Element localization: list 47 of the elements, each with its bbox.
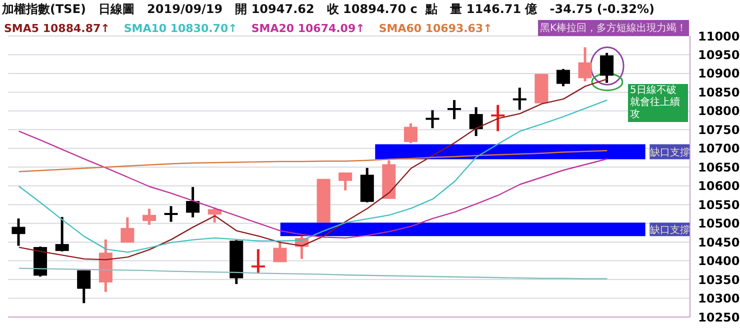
y-tick-label: 10400: [698, 254, 740, 268]
y-tick-label: 10800: [698, 104, 740, 118]
candlestick: [600, 52, 614, 84]
y-tick-label: 10300: [698, 292, 740, 306]
candlestick: [142, 207, 156, 226]
candlestick: [404, 122, 418, 144]
candlestick: [164, 204, 178, 224]
candlestick: [448, 98, 462, 120]
candlestick: [512, 86, 526, 112]
line-series: [18, 99, 608, 253]
y-tick-label: 11000: [698, 29, 740, 44]
y-tick-label: 10650: [698, 160, 740, 174]
candlestick: [55, 216, 69, 253]
y-tick-label: 10950: [698, 48, 740, 62]
text: SMA5 10884.87↑: [4, 22, 110, 35]
y-tick-label: 10750: [698, 122, 740, 137]
y-tick-label: 10700: [698, 142, 740, 156]
y-tick-label: 10600: [698, 179, 740, 194]
y-tick-label: 10450: [698, 235, 740, 250]
line-series: [18, 150, 608, 172]
candlestick: [251, 248, 265, 274]
line-series: [18, 130, 608, 239]
candlestick: [186, 186, 200, 219]
y-tick-label: 10250: [698, 310, 740, 324]
candlestick: [556, 68, 570, 88]
y-tick-label: 10900: [698, 66, 740, 81]
y-tick-label: 10500: [698, 216, 740, 231]
text: 5日線不破就會往上續攻: [628, 84, 688, 122]
candlestick: [12, 217, 26, 248]
text: 黑K棒拉回，多方短線出現力竭！: [538, 20, 689, 36]
candlestick: [578, 46, 592, 83]
y-tick-label: 10550: [698, 198, 740, 212]
y-tick-label: 10350: [698, 272, 740, 287]
chart-title: 加權指數(TSE) 日線圖 2019/09/19 開 10947.62 收 10894.70 c 點 量 1146.71 億 -34.75 (-0.32%): [2, 1, 654, 18]
candlestick: [120, 216, 134, 244]
text: SMA60 10693.63↑: [378, 22, 492, 35]
text: SMA10 10830.70↑: [124, 22, 238, 35]
y-tick-label: 10850: [698, 85, 740, 100]
candlestick: [77, 269, 91, 304]
candlestick: [469, 106, 483, 138]
text: SMA20 10674.09↑: [251, 22, 365, 35]
band-label: 缺口支撐: [650, 224, 690, 236]
candlestick: [426, 108, 440, 130]
candlestick: [338, 172, 352, 192]
candlestick: [491, 104, 505, 132]
candlestick: [273, 239, 287, 264]
band-label: 缺口支撐: [650, 146, 690, 158]
